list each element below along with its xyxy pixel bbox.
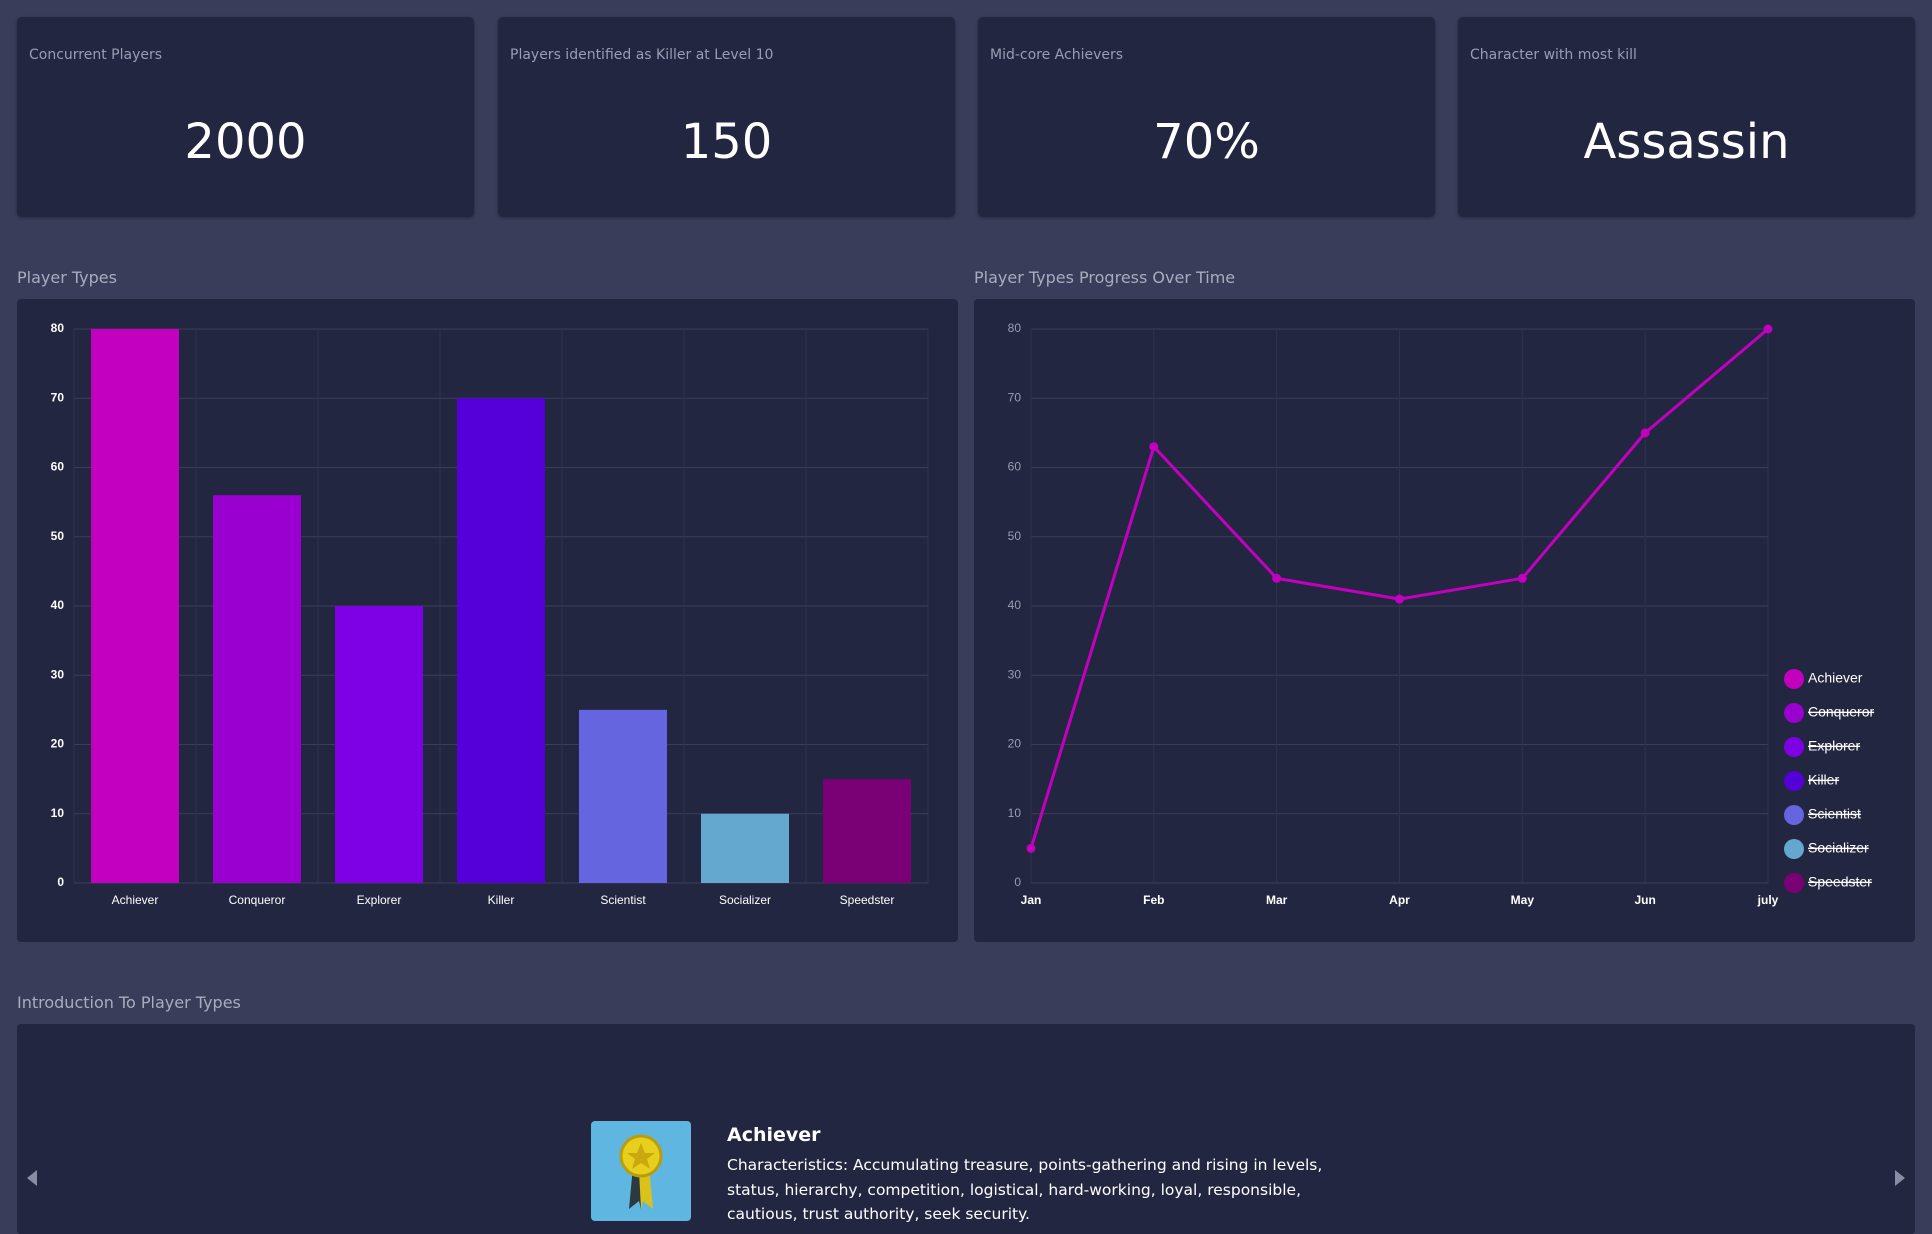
next-arrow[interactable] — [1893, 1168, 1907, 1188]
legend-swatch — [1784, 703, 1804, 723]
y-tick-label: 50 — [51, 529, 65, 543]
card-value: 150 — [680, 114, 773, 170]
point — [1640, 428, 1650, 438]
card-value: Assassin — [1583, 114, 1790, 170]
card-label: Concurrent Players — [29, 47, 163, 63]
point — [1763, 324, 1773, 334]
x-tick-label: May — [1511, 893, 1535, 907]
bar-chart: 0 10 20 30 40 50 60 70 80 Achiever Conqueror Explor… — [51, 321, 929, 907]
y-tick-label: 80 — [1008, 321, 1022, 335]
point — [1272, 573, 1282, 583]
carousel — [17, 1024, 1915, 1234]
legend-label: Conqueror — [1808, 704, 1874, 720]
bar — [335, 606, 423, 883]
x-tick-label: Scientist — [600, 893, 646, 907]
achiever-icon — [591, 1121, 691, 1221]
card-label: Character with most kill — [1470, 47, 1637, 63]
card-label: Players identified as Killer at Level 10 — [510, 47, 774, 63]
x-tick-label: Mar — [1266, 893, 1288, 907]
bar — [823, 779, 911, 883]
card-label: Mid-core Achievers — [990, 47, 1124, 63]
legend-label: Explorer — [1808, 738, 1860, 754]
bar — [701, 813, 789, 883]
y-tick-label: 10 — [1008, 806, 1022, 820]
legend-swatch — [1784, 839, 1804, 859]
legend-swatch — [1784, 805, 1804, 825]
x-tick-label: Achiever — [112, 893, 159, 907]
x-tick-label: Feb — [1143, 893, 1164, 907]
stat-card: Concurrent Players 2000 — [17, 17, 474, 217]
y-tick-label: 20 — [1008, 737, 1022, 751]
y-tick-label: 0 — [1014, 875, 1021, 889]
y-tick-label: 30 — [51, 667, 65, 681]
line-chart: 0 10 20 30 40 50 60 70 80 Jan Feb Mar Apr May Jun july A… — [1008, 321, 1875, 907]
x-tick-label: Jun — [1634, 893, 1655, 907]
legend-label: Scientist — [1808, 806, 1861, 822]
x-tick-label: Jan — [1021, 893, 1042, 907]
bar — [579, 709, 667, 883]
slide-title: Achiever — [727, 1124, 821, 1146]
point — [1149, 442, 1159, 452]
x-tick-label: Explorer — [357, 893, 402, 907]
y-tick-label: 10 — [51, 806, 65, 820]
x-tick-label: Speedster — [840, 893, 895, 907]
y-tick-label: 70 — [51, 390, 65, 404]
x-tick-label: july — [1757, 893, 1779, 907]
x-tick-label: Socializer — [719, 893, 771, 907]
bar — [213, 495, 301, 883]
x-tick-label: Apr — [1389, 893, 1410, 907]
legend-swatch — [1784, 771, 1804, 791]
y-tick-label: 0 — [57, 875, 64, 889]
card-value: 2000 — [184, 114, 307, 170]
slide-text: Characteristics: Accumulating treasure, … — [727, 1156, 1323, 1224]
y-tick-label: 40 — [1008, 598, 1022, 612]
y-tick-label: 70 — [1008, 390, 1022, 404]
point — [1517, 573, 1527, 583]
stat-card: Character with most kill Assassin — [1458, 17, 1915, 217]
section-title: Player Types Progress Over Time — [974, 268, 1236, 287]
prev-arrow[interactable] — [25, 1168, 39, 1188]
y-tick-label: 80 — [51, 321, 65, 335]
legend-swatch — [1784, 873, 1804, 893]
stat-card: Mid-core Achievers 70% — [978, 17, 1435, 217]
y-tick-label: 60 — [1008, 460, 1022, 474]
point — [1395, 594, 1404, 604]
stat-card: Players identified as Killer at Level 10… — [498, 17, 955, 217]
y-tick-label: 30 — [1008, 667, 1022, 681]
legend-label: Socializer — [1808, 840, 1869, 856]
bar — [457, 398, 545, 883]
card-value: 70% — [1153, 114, 1260, 170]
point — [1026, 843, 1036, 853]
legend-swatch — [1784, 737, 1804, 757]
legend-label: Achiever — [1808, 670, 1863, 686]
legend-swatch — [1784, 669, 1804, 689]
legend-label: Killer — [1808, 772, 1839, 788]
section-title: Player Types — [17, 268, 117, 287]
x-tick-label: Killer — [488, 893, 515, 907]
y-tick-label: 20 — [51, 737, 65, 751]
legend-label: Speedster — [1808, 874, 1872, 890]
x-tick-label: Conqueror — [229, 893, 286, 907]
y-tick-label: 50 — [1008, 529, 1022, 543]
y-tick-label: 40 — [51, 598, 65, 612]
chart-panel: 0 10 20 30 40 50 60 70 80 Jan Feb Mar Apr May Jun july A… — [974, 299, 1915, 942]
section-title: Introduction To Player Types — [17, 993, 241, 1012]
chart-panel: 0 10 20 30 40 50 60 70 80 Achiever Conqueror Explor… — [17, 299, 958, 942]
y-tick-label: 60 — [51, 460, 65, 474]
bar — [91, 329, 179, 883]
